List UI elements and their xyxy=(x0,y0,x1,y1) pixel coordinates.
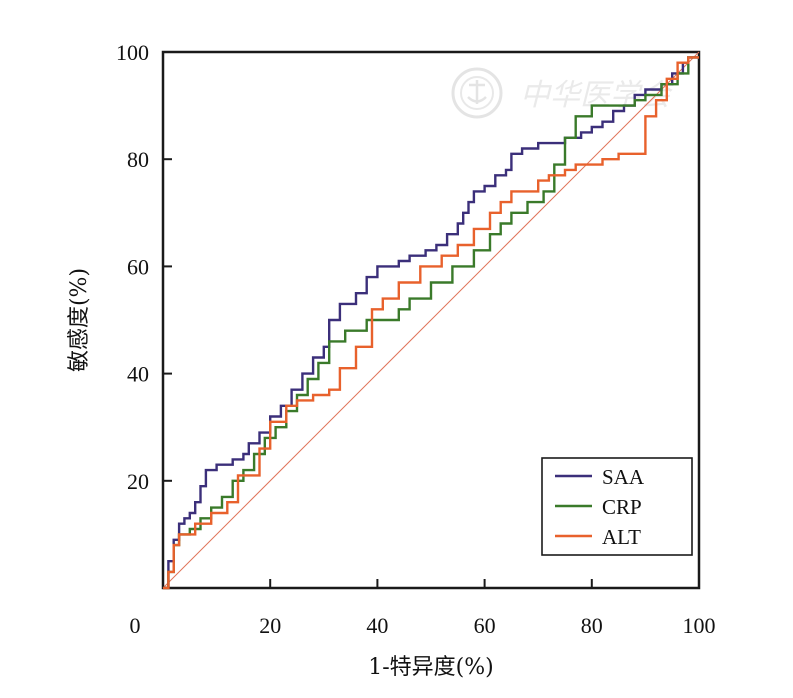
watermark-logo: 中华医学会 xyxy=(451,67,673,119)
y-tick-label: 40 xyxy=(127,362,149,387)
legend-label-alt: ALT xyxy=(602,525,641,549)
x-tick-label: 60 xyxy=(474,613,496,638)
x-tick-label: 0 xyxy=(130,613,141,638)
x-tick-label: 40 xyxy=(366,613,388,638)
x-tick-label: 80 xyxy=(581,613,603,638)
y-tick-label: 100 xyxy=(116,40,149,65)
series-line-crp xyxy=(163,56,699,590)
x-axis-ticks: 0 20 40 60 80 100 xyxy=(130,579,716,638)
legend-items: SAA CRP ALT xyxy=(555,465,645,549)
y-axis-ticks: 20 40 60 80 100 xyxy=(116,40,172,494)
legend: SAA CRP ALT xyxy=(541,457,693,556)
x-tick-label: 20 xyxy=(259,613,281,638)
reference-diagonal-line xyxy=(162,51,700,589)
y-axis-title: 敏感度(%) xyxy=(67,268,92,372)
series-line-alt xyxy=(163,56,699,590)
legend-label-crp: CRP xyxy=(602,495,642,519)
series-line-saa xyxy=(163,56,699,590)
x-axis-title: 1-特异度(%) xyxy=(368,655,494,680)
plot-frame xyxy=(161,50,701,590)
series-layer xyxy=(163,56,699,590)
y-tick-label: 60 xyxy=(127,254,149,279)
y-tick-label: 20 xyxy=(127,469,149,494)
y-tick-label: 80 xyxy=(127,147,149,172)
x-tick-label: 100 xyxy=(683,613,716,638)
legend-label-saa: SAA xyxy=(602,465,645,489)
